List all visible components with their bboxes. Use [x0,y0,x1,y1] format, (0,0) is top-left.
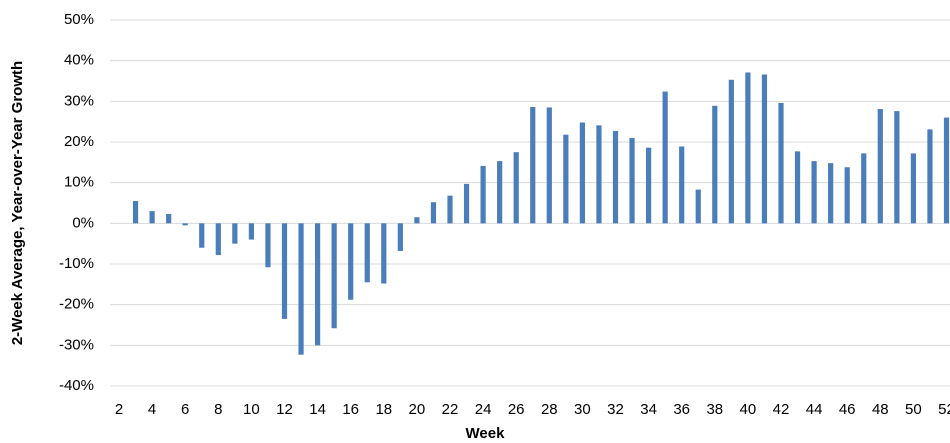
bar [844,167,850,224]
bar [281,223,288,319]
y-tick-label: -30% [59,336,94,353]
x-tick-label: 22 [442,401,459,418]
bar [315,223,321,346]
x-tick-label: 16 [342,401,359,418]
bar [679,146,685,224]
y-tick-label: 20% [64,133,94,150]
x-tick-label: 6 [181,401,189,418]
bar [579,122,585,224]
bar [497,161,503,224]
x-tick-label: 38 [706,401,723,418]
bar [166,213,172,224]
bar [298,223,304,355]
bar [331,223,337,329]
y-tick-label: 40% [64,52,94,69]
bar [794,151,801,224]
x-tick-label: 46 [839,401,856,418]
bar [728,79,734,224]
bar [612,131,619,224]
bar [132,200,139,224]
x-tick-label: 44 [806,401,823,418]
bar [662,91,668,224]
y-tick-label: 30% [64,92,94,109]
bar [894,111,900,224]
bar [646,147,652,224]
y-tick-label: -20% [59,296,94,313]
bar [265,223,271,268]
x-tick-label: 28 [541,401,558,418]
bar [761,74,768,224]
x-tick-label: 34 [640,401,657,418]
bar [149,211,155,224]
bar [480,165,486,224]
x-tick-label: 20 [409,401,426,418]
x-tick-label: 26 [508,401,525,418]
bar [745,72,751,224]
x-axis-title: Week [466,425,506,442]
y-tick-label: 10% [64,174,94,191]
bar [828,163,834,224]
bar [530,107,536,224]
bar [877,109,883,224]
bar [943,117,950,224]
bar [910,153,916,224]
x-tick-label: 8 [214,401,222,418]
x-tick-label: 30 [574,401,591,418]
x-tick-label: 12 [276,401,293,418]
x-tick-label: 18 [375,401,392,418]
bar [927,129,933,224]
x-tick-label: 36 [673,401,690,418]
x-tick-label: 50 [905,401,922,418]
x-tick-label: 4 [148,401,156,418]
bar [778,102,784,224]
x-tick-label: 52 [938,401,950,418]
bar [629,137,635,224]
bar [546,107,552,224]
bar [414,217,420,224]
x-tick-label: 40 [740,401,757,418]
bar [232,223,238,244]
bar [397,223,403,251]
bar [430,202,437,224]
x-tick-label: 24 [475,401,492,418]
bar [712,105,718,224]
bar [248,223,254,240]
y-tick-label: -10% [59,255,94,272]
bar [513,152,519,224]
bar [563,134,569,224]
x-tick-label: 14 [309,401,326,418]
bar [199,223,205,248]
x-tick-label: 48 [872,401,889,418]
bar [447,195,453,224]
x-tick-label: 2 [115,401,123,418]
y-tick-label: 50% [64,11,94,28]
bar [348,223,354,300]
x-tick-label: 10 [243,401,260,418]
bar [215,223,221,256]
bar [381,223,387,284]
bar [811,161,817,224]
bar [182,223,188,226]
bar [596,125,602,224]
x-tick-label: 32 [607,401,624,418]
bar [695,189,701,224]
y-tick-label: -40% [59,377,94,394]
y-axis-title: 2-Week Average, Year-over-Year Growth [9,61,26,345]
bar [463,183,470,224]
bar [364,223,370,283]
bar [861,153,867,224]
x-tick-label: 42 [773,401,790,418]
y-tick-label: 0% [72,214,94,231]
